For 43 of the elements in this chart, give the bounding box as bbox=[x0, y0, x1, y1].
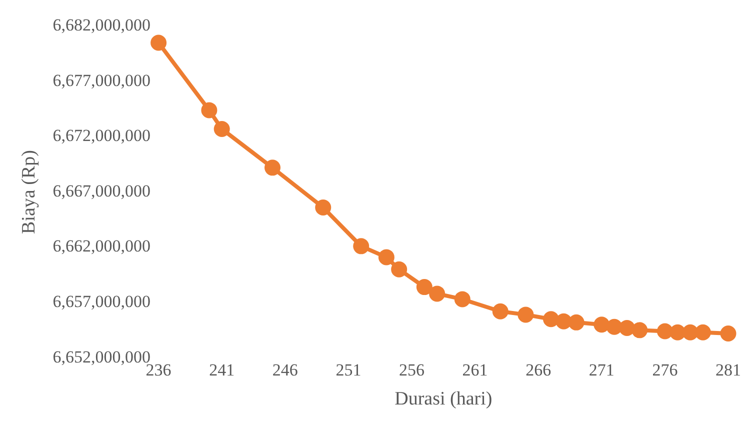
point bbox=[568, 314, 584, 330]
point bbox=[454, 291, 470, 308]
x-tick-label: 261 bbox=[462, 360, 488, 380]
point bbox=[694, 324, 711, 340]
point bbox=[416, 279, 432, 296]
point bbox=[682, 324, 698, 340]
x-axis-title: Durasi (hari) bbox=[394, 388, 492, 410]
y-tick-label: 6,682,000,000 bbox=[52, 16, 151, 35]
y-tick-label: 6,662,000,000 bbox=[52, 236, 151, 256]
point bbox=[201, 102, 218, 118]
point bbox=[264, 160, 280, 176]
point bbox=[670, 324, 686, 340]
x-tick-label: 281 bbox=[716, 360, 741, 380]
y-tick-label: 6,677,000,000 bbox=[52, 70, 151, 90]
point bbox=[492, 303, 508, 320]
point bbox=[720, 325, 736, 342]
x-tick-label: 266 bbox=[526, 360, 552, 380]
x-tick-label: 241 bbox=[209, 360, 235, 380]
point bbox=[518, 306, 534, 323]
point bbox=[378, 249, 394, 266]
y-axis-title: Biaya (Rp) bbox=[18, 150, 40, 234]
point bbox=[353, 238, 370, 254]
point bbox=[429, 286, 446, 302]
x-tick-label: 251 bbox=[336, 360, 362, 380]
x-tick-label: 256 bbox=[399, 360, 424, 380]
point bbox=[214, 120, 230, 137]
point bbox=[391, 261, 408, 278]
point bbox=[556, 313, 572, 330]
point bbox=[315, 199, 332, 216]
point bbox=[618, 320, 635, 336]
x-tick-label: 276 bbox=[652, 360, 678, 380]
point bbox=[594, 316, 610, 333]
x-tick-label: 271 bbox=[588, 360, 614, 380]
y-tick-label: 6,657,000,000 bbox=[52, 292, 151, 311]
y-tick-label: 6,652,000,000 bbox=[52, 347, 151, 366]
y-tick-label: 6,667,000,000 bbox=[52, 181, 151, 200]
point bbox=[543, 311, 560, 328]
y-tick-label: 6,672,000,000 bbox=[52, 126, 151, 146]
x-tick-label: 246 bbox=[272, 360, 298, 380]
point bbox=[150, 34, 167, 51]
point bbox=[632, 322, 648, 338]
point bbox=[656, 323, 673, 340]
point bbox=[606, 318, 622, 335]
